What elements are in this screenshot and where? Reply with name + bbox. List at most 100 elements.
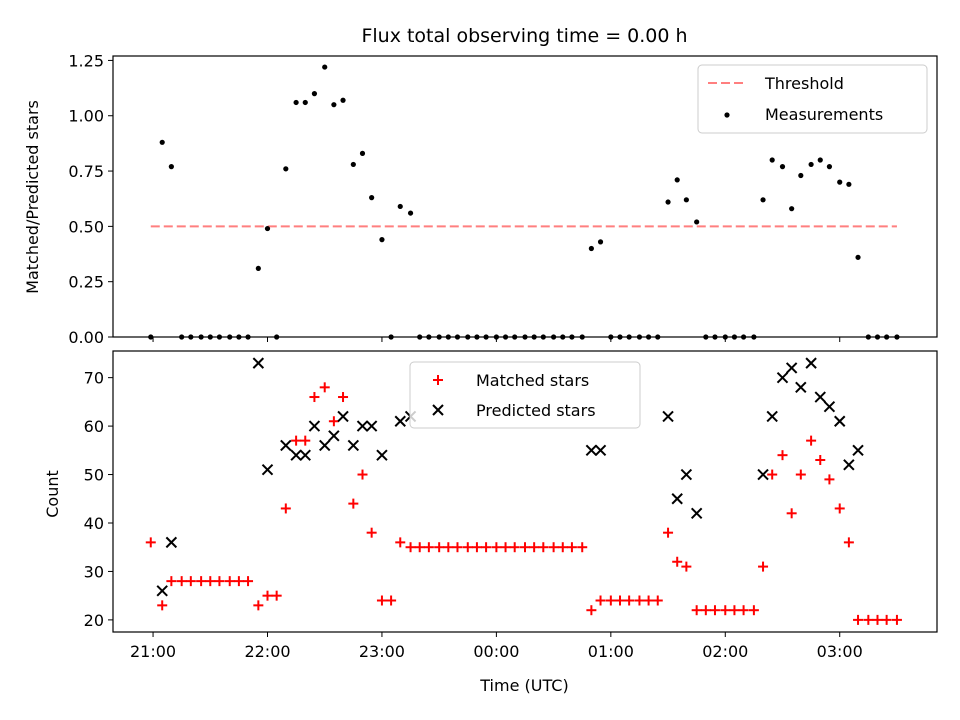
matched-star-point — [500, 542, 511, 553]
measurement-point — [683, 197, 689, 203]
bottom-x-tick-label: 03:00 — [817, 642, 863, 661]
legend-matched-swatch — [433, 375, 443, 385]
matched-star-point — [386, 595, 397, 606]
predicted-star-point — [290, 449, 302, 461]
measurement-point — [255, 265, 261, 272]
matched-star-point — [166, 576, 177, 587]
matched-star-point — [395, 537, 406, 548]
measurement-point — [302, 99, 308, 106]
matched-star-point — [233, 576, 244, 587]
predicted-star-point — [852, 444, 864, 457]
legend-measurements-swatch — [724, 112, 730, 118]
predicted-star-point — [823, 401, 836, 413]
bottom-x-tick-label: 02:00 — [702, 642, 748, 661]
matched-star-point — [300, 435, 311, 446]
matched-star-point — [624, 595, 635, 606]
matched-star-point — [577, 542, 588, 553]
top-legend: Threshold Measurements — [697, 64, 928, 134]
legend-measurements-label: Measurements — [765, 105, 883, 124]
matched-star-point — [853, 614, 864, 625]
measurement-point — [597, 239, 604, 245]
bottom-y-tick-label: 40 — [84, 514, 104, 533]
measurement-point — [779, 164, 786, 170]
top-y-tick-label: 0.25 — [68, 273, 104, 292]
matched-star-point — [605, 595, 616, 606]
top-y-axis-title: Matched/Predicted stars — [23, 100, 42, 294]
matched-star-point — [291, 435, 302, 446]
measurement-point — [694, 219, 700, 225]
predicted-star-point — [261, 463, 274, 476]
matched-star-point — [815, 455, 826, 466]
legend-predicted-swatch — [432, 404, 444, 416]
matched-star-point — [634, 595, 645, 606]
predicted-star-point — [680, 468, 693, 481]
predicted-star-point — [805, 357, 817, 369]
measurement-point — [311, 91, 318, 97]
predicted-star-point — [766, 410, 778, 423]
matched-star-point — [595, 595, 606, 606]
predicted-star-point — [785, 362, 798, 374]
top-plot: 0.00 0.25 0.50 0.75 1.00 1.25 Threshold Measure… — [68, 51, 938, 347]
bottom-x-tick-label: 01:00 — [588, 642, 634, 661]
matched-star-point — [538, 542, 549, 553]
predicted-star-point — [356, 420, 369, 432]
top-y-tick-label: 1.00 — [68, 107, 104, 126]
matched-star-point — [145, 537, 156, 548]
measurement-point — [340, 97, 346, 103]
matched-star-point — [548, 542, 559, 553]
matched-star-point — [224, 576, 235, 587]
matched-star-point — [443, 542, 454, 553]
predicted-star-point — [585, 444, 598, 457]
matched-star-point — [806, 435, 817, 446]
matched-star-point — [471, 542, 482, 553]
predicted-star-point — [843, 459, 855, 471]
measurement-point — [168, 164, 174, 170]
matched-star-point — [357, 469, 368, 480]
matched-star-point — [652, 595, 663, 606]
measurement-point — [665, 199, 671, 205]
predicted-star-point — [671, 493, 683, 505]
bottom-x-tick-label: 23:00 — [359, 642, 405, 661]
matched-star-point — [348, 498, 359, 509]
top-axes-frame — [112, 55, 938, 338]
matched-star-point — [280, 503, 291, 514]
matched-star-point — [157, 600, 168, 611]
measurement-point — [674, 177, 680, 183]
matched-star-point — [376, 595, 387, 606]
matched-star-point — [262, 590, 273, 601]
matched-star-point — [214, 576, 225, 587]
measurement-point — [588, 245, 594, 252]
top-y-tick-label: 0.75 — [68, 162, 104, 181]
matched-star-point — [176, 576, 187, 587]
measurement-point — [331, 102, 337, 108]
measurement-point — [397, 203, 403, 210]
predicted-star-point — [795, 381, 807, 394]
predicted-star-point — [594, 444, 607, 457]
top-y-tick-label: 0.50 — [68, 217, 104, 236]
matched-star-point — [328, 416, 339, 427]
matched-star-point — [881, 614, 892, 625]
matched-star-point — [643, 595, 654, 606]
measurement-point — [379, 237, 385, 243]
top-y-tick-label: 0.00 — [68, 328, 104, 347]
matched-star-point — [834, 503, 845, 514]
predicted-star-point — [690, 507, 703, 520]
matched-star-point — [205, 576, 216, 587]
bottom-y-axis-title: Count — [43, 470, 62, 518]
measurement-point — [837, 179, 843, 185]
measurement-point — [264, 225, 271, 232]
matched-star-point — [338, 392, 349, 403]
legend-predicted-label: Predicted stars — [476, 401, 596, 420]
bottom-y-tick-label: 60 — [84, 417, 104, 436]
matched-star-point — [738, 605, 749, 616]
predicted-star-point — [394, 415, 406, 427]
measurement-point — [407, 210, 414, 216]
matched-star-point — [729, 605, 740, 616]
measurement-point — [826, 164, 833, 170]
matched-star-point — [243, 576, 254, 587]
bottom-plot: 20 30 40 50 60 70 21:00 22:00 23:00 00:00 01:00 02:… — [84, 350, 938, 661]
measurement-point — [798, 172, 804, 179]
matched-star-point — [557, 542, 568, 553]
matched-star-point — [663, 527, 674, 538]
bottom-legend: Matched stars Predicted stars — [409, 361, 641, 429]
